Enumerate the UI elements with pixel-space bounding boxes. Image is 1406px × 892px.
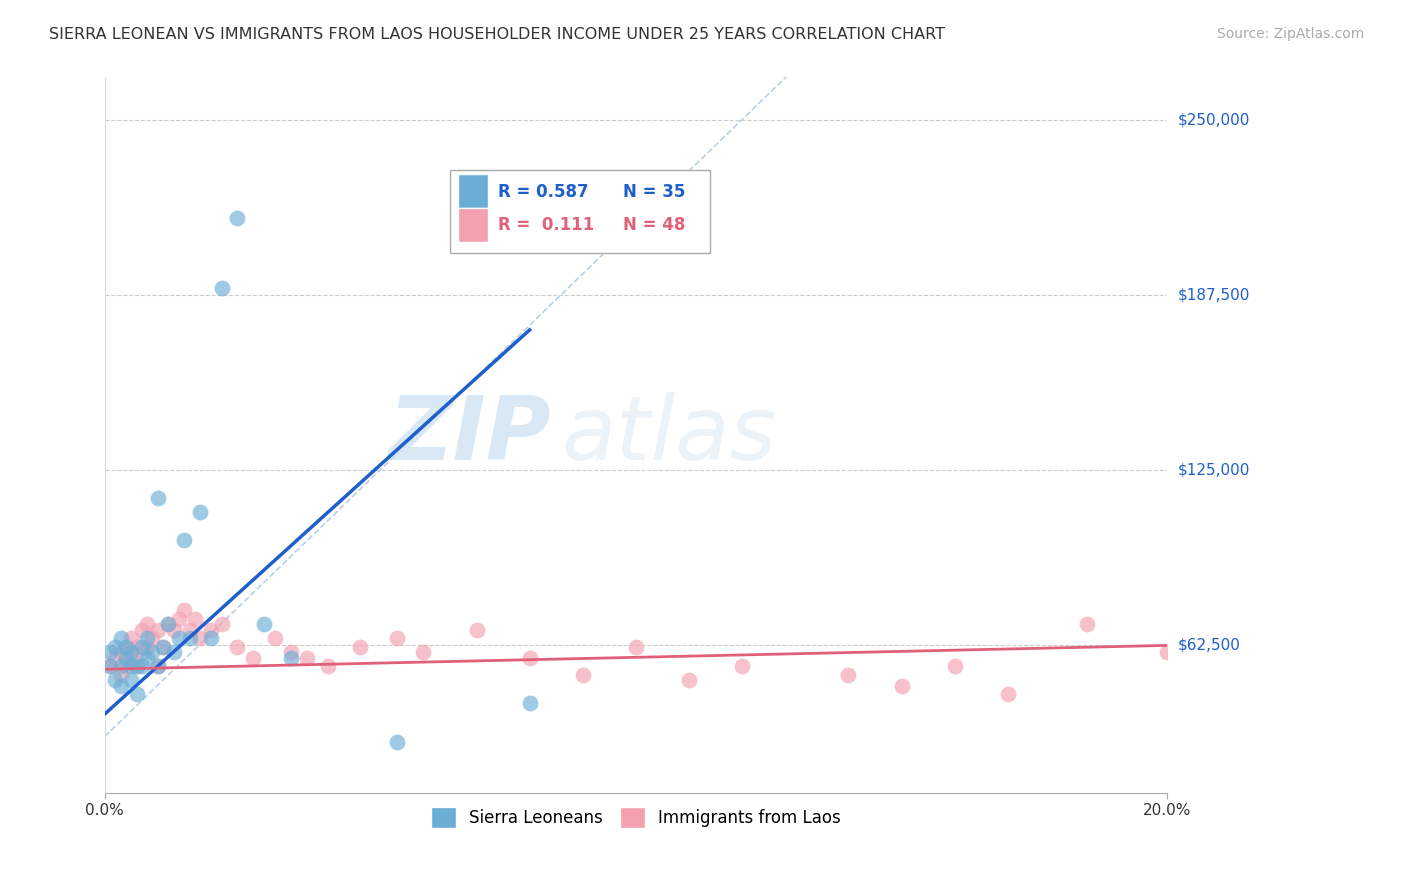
Point [136,632,159,646]
Point [125,659,148,673]
Point [163,645,186,659]
Point [678,673,700,688]
Point [157,617,180,632]
Point [295,651,318,665]
Point [131,659,153,673]
FancyBboxPatch shape [458,208,488,242]
Point [110,668,132,682]
Text: atlas: atlas [561,392,776,478]
Text: Source: ZipAtlas.com: Source: ZipAtlas.com [1216,27,1364,41]
Point [120,632,142,646]
Point [110,679,132,693]
Point [146,659,169,673]
Point [104,651,127,665]
Point [179,632,201,646]
Point [226,640,249,654]
Point [465,623,488,637]
Point [349,640,371,654]
Legend: Sierra Leoneans, Immigrants from Laos: Sierra Leoneans, Immigrants from Laos [425,801,848,834]
Point [280,651,302,665]
Point [115,640,138,654]
Point [184,612,207,626]
Point [115,640,138,654]
Point [146,491,169,505]
Point [104,673,127,688]
Point [110,645,132,659]
Point [152,640,174,654]
Point [316,659,339,673]
Point [120,659,142,673]
Point [131,645,153,659]
Text: $125,000: $125,000 [1178,463,1250,477]
FancyBboxPatch shape [458,174,488,209]
Point [136,640,159,654]
Point [152,640,174,654]
Point [136,617,159,632]
Point [731,659,754,673]
Point [173,533,195,548]
Point [141,632,163,646]
Point [98,659,121,673]
Point [120,673,142,688]
Point [146,623,169,637]
Point [136,651,159,665]
Point [571,668,593,682]
Point [385,632,408,646]
Text: $187,500: $187,500 [1178,287,1250,302]
Text: $62,500: $62,500 [1178,638,1240,653]
Point [167,632,190,646]
Point [200,623,222,637]
Point [997,688,1019,702]
Point [115,651,138,665]
Point [131,640,153,654]
Point [890,679,912,693]
Point [131,623,153,637]
Point [110,632,132,646]
Point [385,735,408,749]
Point [141,645,163,659]
Text: R =  0.111: R = 0.111 [498,217,593,235]
Point [157,617,180,632]
Point [120,645,142,659]
Point [125,659,148,673]
Text: R = 0.587: R = 0.587 [498,183,588,201]
Text: SIERRA LEONEAN VS IMMIGRANTS FROM LAOS HOUSEHOLDER INCOME UNDER 25 YEARS CORRELA: SIERRA LEONEAN VS IMMIGRANTS FROM LAOS H… [49,27,945,42]
Point [211,617,233,632]
Text: ZIP: ZIP [388,392,551,478]
Point [146,659,169,673]
Point [519,651,541,665]
Point [125,688,148,702]
Point [1076,617,1098,632]
Text: N = 48: N = 48 [623,217,686,235]
Point [98,659,121,673]
Point [200,632,222,646]
Point [188,632,211,646]
Text: $250,000: $250,000 [1178,112,1250,127]
Point [943,659,966,673]
Point [519,696,541,710]
Point [280,645,302,659]
Point [179,623,201,637]
Point [98,645,121,659]
Point [837,668,859,682]
Point [211,281,233,295]
Text: N = 35: N = 35 [623,183,686,201]
Point [226,211,249,225]
Point [104,640,127,654]
Point [253,617,276,632]
Point [120,651,142,665]
Point [173,603,195,617]
Point [242,651,264,665]
Point [110,659,132,673]
Point [163,623,186,637]
Point [188,505,211,519]
Point [115,659,138,673]
Point [1156,645,1178,659]
Point [624,640,647,654]
Point [263,632,285,646]
Point [167,612,190,626]
Point [412,645,434,659]
Point [125,640,148,654]
FancyBboxPatch shape [450,170,710,252]
